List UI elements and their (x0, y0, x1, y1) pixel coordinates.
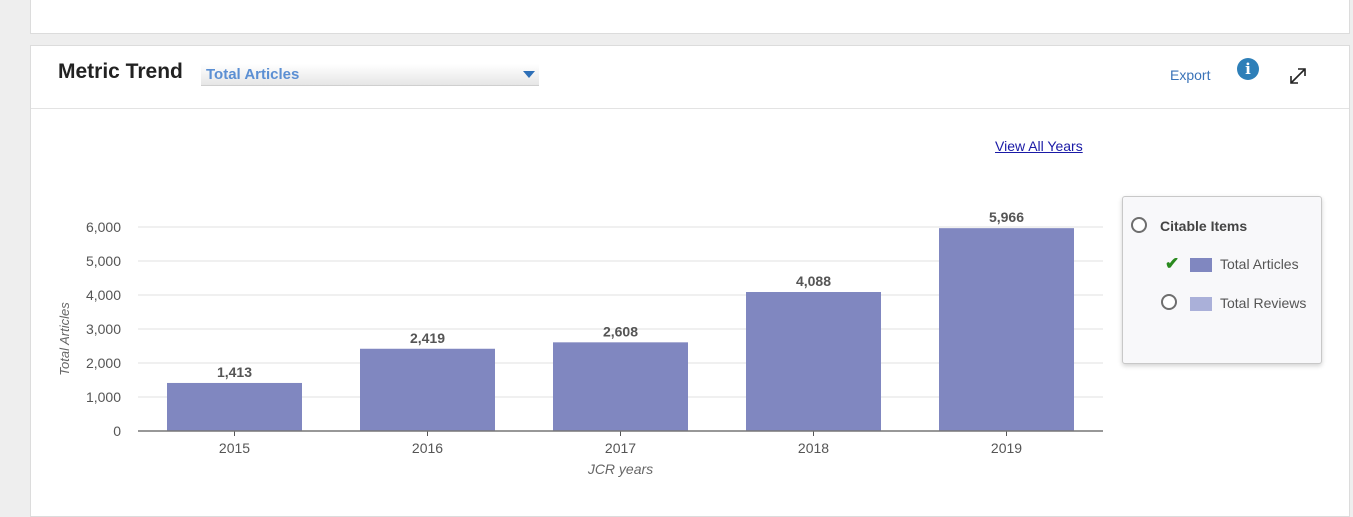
data-label: 2,419 (410, 330, 445, 346)
y-tick-label: 0 (113, 423, 121, 439)
legend-swatch-total-articles (1190, 258, 1212, 272)
y-tick-label: 1,000 (86, 389, 121, 405)
y-axis-title: Total Articles (57, 302, 72, 376)
metric-trend-panel: Metric Trend Total Articles Export i Vie… (30, 45, 1350, 517)
x-tick-label: 2016 (412, 440, 443, 456)
expand-icon[interactable] (1287, 65, 1309, 87)
bar (167, 382, 302, 431)
x-tick-label: 2019 (991, 440, 1022, 456)
y-tick-label: 6,000 (86, 219, 121, 235)
y-tick-label: 5,000 (86, 253, 121, 269)
previous-panel (30, 0, 1350, 34)
y-tick-label: 3,000 (86, 321, 121, 337)
legend-panel: Citable Items ✔ Total Articles Total Rev… (1122, 196, 1322, 364)
data-label: 5,966 (989, 209, 1024, 225)
x-axis-title: JCR years (587, 461, 653, 477)
metric-select[interactable]: Total Articles (201, 64, 539, 86)
legend-label-total-articles[interactable]: Total Articles (1220, 256, 1299, 272)
data-label: 1,413 (217, 364, 252, 380)
panel-header: Metric Trend Total Articles Export i (31, 46, 1349, 109)
checkmark-icon[interactable]: ✔ (1165, 254, 1180, 273)
legend-label-total-reviews[interactable]: Total Reviews (1220, 295, 1307, 311)
total-reviews-radio[interactable] (1161, 294, 1177, 310)
bar (360, 348, 495, 431)
bar-chart: 0 1,000 2,000 3,000 4,000 5,000 6,000 1,413 2015… (57, 209, 1103, 477)
bar (553, 342, 688, 431)
view-all-years-link[interactable]: View All Years (995, 138, 1083, 154)
legend-swatch-total-reviews (1190, 297, 1212, 311)
x-tick-label: 2018 (798, 440, 829, 456)
info-icon[interactable]: i (1237, 58, 1259, 80)
legend-heading: Citable Items (1160, 218, 1248, 234)
x-tick-label: 2017 (605, 440, 636, 456)
y-tick-label: 2,000 (86, 355, 121, 371)
export-link[interactable]: Export (1170, 67, 1211, 83)
citable-items-radio[interactable] (1131, 217, 1147, 233)
y-tick-label: 4,000 (86, 287, 121, 303)
bar (939, 228, 1074, 431)
bar (746, 292, 881, 431)
metric-select-value: Total Articles (206, 66, 300, 83)
panel-title: Metric Trend (58, 60, 183, 83)
caret-down-icon (523, 71, 535, 78)
data-label: 2,608 (603, 323, 638, 339)
x-tick-label: 2015 (219, 440, 250, 456)
data-label: 4,088 (796, 273, 831, 289)
